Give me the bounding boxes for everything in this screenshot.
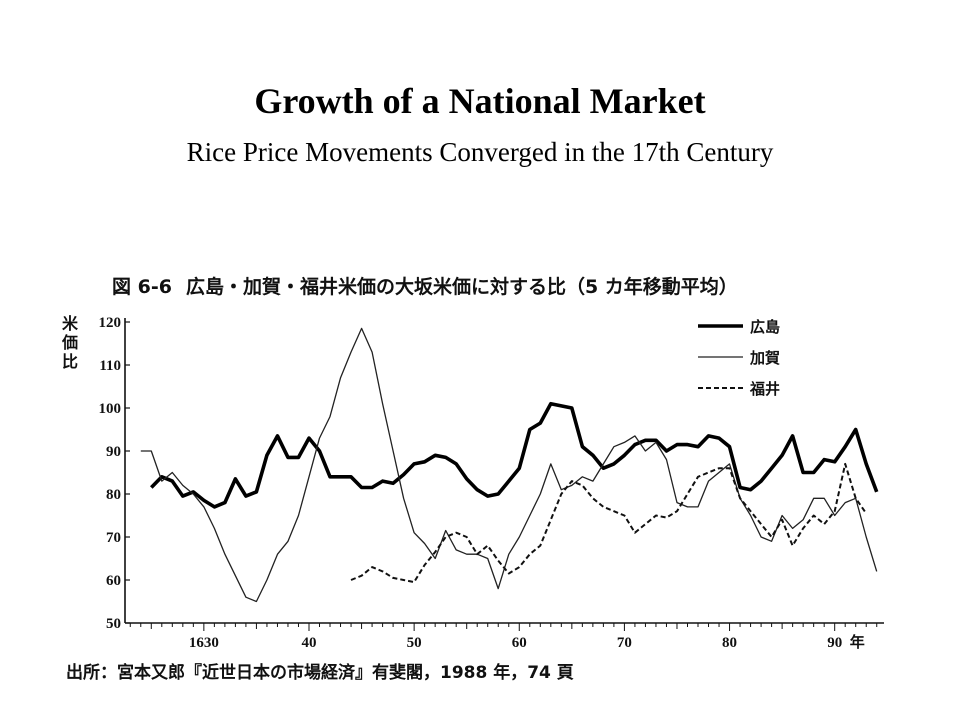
legend-label-2: 加賀 xyxy=(749,349,780,367)
x-tick-label: 70 xyxy=(617,635,632,651)
x-axis-unit: 年 xyxy=(850,633,865,651)
x-tick-label: 80 xyxy=(722,635,737,651)
figure-number: 図 6-6 xyxy=(112,276,172,298)
x-tick-label: 90 xyxy=(827,635,842,651)
y-tick-label: 60 xyxy=(106,573,121,589)
series-line-2 xyxy=(140,327,878,603)
figure-title: 広島・加賀・福井米価の大坂米価に対する比（5 カ年移動平均） xyxy=(185,276,738,298)
y-tick-label: 110 xyxy=(99,358,121,374)
legend-label-3: 福井 xyxy=(749,380,780,398)
legend-label-1: 広島 xyxy=(750,318,780,336)
slide-subtitle: Rice Price Movements Converged in the 17… xyxy=(186,137,774,167)
series-line-1 xyxy=(150,401,879,509)
x-tick-label: 60 xyxy=(512,635,527,651)
x-tick-label: 40 xyxy=(301,635,316,651)
y-tick-label: 70 xyxy=(106,530,121,546)
x-tick-label: 1630 xyxy=(189,635,219,651)
series-line-3 xyxy=(350,462,868,584)
y-tick-label: 50 xyxy=(106,616,121,632)
figure-source: 出所：宮本又郎『近世日本の市場経済』有斐閣，1988 年，74 頁 xyxy=(66,663,574,683)
slide-title: Growth of a National Market xyxy=(254,81,706,121)
figure-caption: 図 6-6 広島・加賀・福井米価の大坂米価に対する比（5 カ年移動平均） xyxy=(112,272,738,299)
y-tick-label: 100 xyxy=(99,401,122,417)
x-tick-label: 50 xyxy=(407,635,422,651)
y-tick-label: 80 xyxy=(106,487,121,503)
y-tick-label: 90 xyxy=(106,444,121,460)
y-tick-label: 120 xyxy=(99,315,122,331)
y-axis-label: 米価比 xyxy=(62,314,79,371)
